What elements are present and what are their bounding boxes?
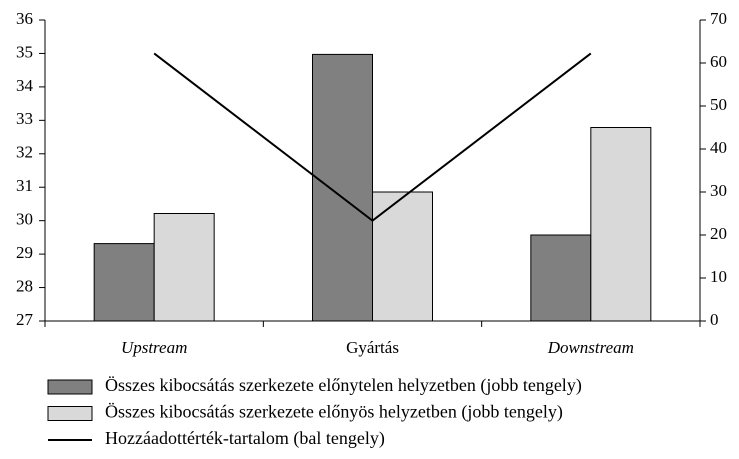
legend-label: Hozzáadottérték-tartalom (bal tengely): [105, 428, 385, 449]
y2-tick-label: 40: [710, 138, 727, 157]
y-tick-label: 29: [16, 243, 33, 262]
y2-tick-label: 10: [710, 267, 727, 286]
bar: [153, 213, 215, 322]
y2-tick-label: 60: [710, 52, 727, 71]
bar: [530, 234, 592, 322]
line: [153, 52, 592, 222]
y-tick-label: 33: [16, 109, 33, 128]
bar: [590, 127, 652, 322]
y-tick-label: 35: [16, 42, 33, 61]
y-tick-label: 28: [16, 276, 33, 295]
y2-tick-label: 70: [710, 9, 727, 28]
y-tick-label: 36: [16, 9, 33, 28]
legend-label: Összes kibocsátás szerkezete előnyös hel…: [105, 402, 563, 423]
x-tick-label: Downstream: [547, 338, 634, 357]
legend-swatch: [47, 406, 93, 421]
legend-swatch: [47, 379, 93, 395]
bar: [372, 191, 433, 322]
y2-tick-label: 20: [710, 224, 727, 243]
y-tick-label: 34: [16, 76, 34, 95]
y2-tick-label: 0: [710, 310, 719, 329]
y-tick-label: 32: [16, 143, 33, 162]
y-tick-label: 31: [16, 176, 33, 195]
bar: [312, 53, 373, 322]
bar: [93, 243, 155, 322]
y2-tick-label: 30: [710, 181, 727, 200]
legend-label: Összes kibocsátás szerkezete előnytelen …: [105, 375, 582, 396]
y-tick-label: 30: [16, 210, 33, 229]
x-tick-label: Upstream: [121, 338, 187, 357]
x-tick-label: Gyártás: [346, 338, 399, 357]
y-tick-label: 27: [16, 310, 34, 329]
y2-tick-label: 50: [710, 95, 727, 114]
